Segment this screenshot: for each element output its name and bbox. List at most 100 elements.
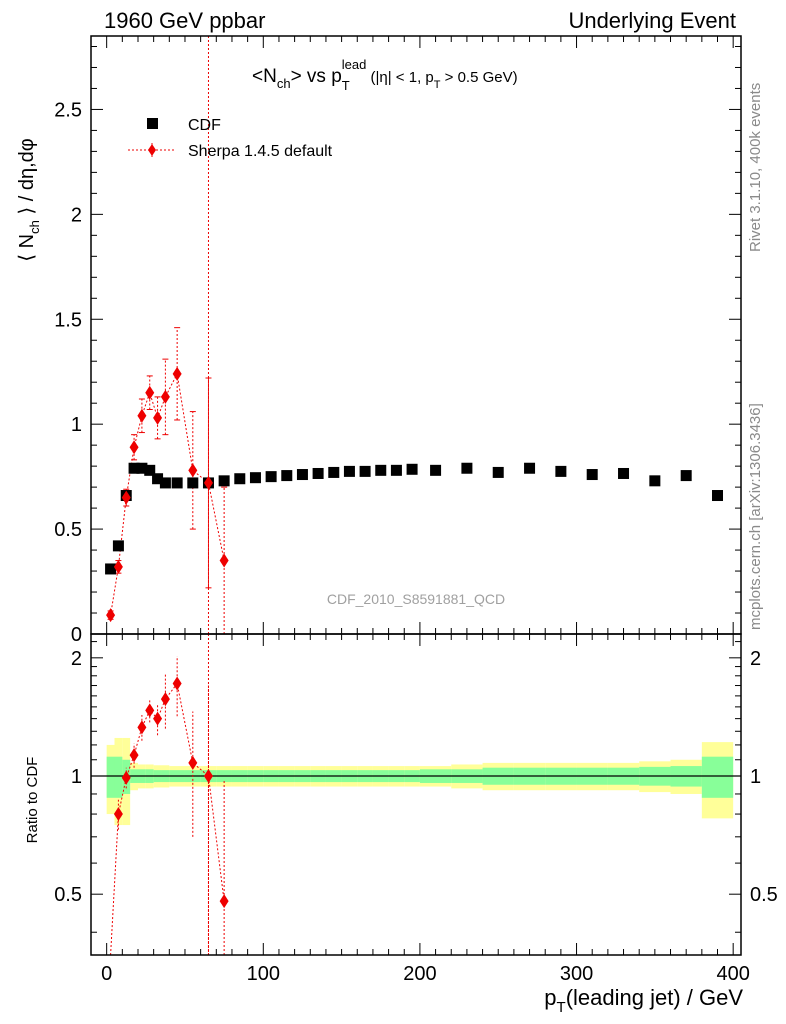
legend-sherpa-label: Sherpa 1.4.5 default xyxy=(188,143,333,160)
ratio-y-tick-label-left: 1 xyxy=(71,766,82,788)
cdf-point xyxy=(159,477,171,489)
cdf-point xyxy=(218,475,230,487)
y-tick-label: 2 xyxy=(71,204,82,226)
cdf-point xyxy=(234,473,246,485)
sherpa-ratio-point xyxy=(145,703,155,718)
y-tick-label: 2.5 xyxy=(54,99,82,121)
sherpa-point xyxy=(145,385,155,400)
cdf-point xyxy=(281,470,293,482)
sherpa-point xyxy=(203,475,213,490)
sherpa-point xyxy=(113,559,123,574)
title-lhs-sub: ch xyxy=(277,76,291,91)
xlabel-a: p xyxy=(544,985,556,1010)
title-cond-sub: T xyxy=(434,79,441,91)
cdf-point xyxy=(312,467,324,479)
x-tick-label: 100 xyxy=(247,963,280,985)
ratio-plot: 0 100 200 300 400 0.5 0.5 1 1 2 2 xyxy=(54,633,778,985)
ratio-y-tick-label-left: 0.5 xyxy=(54,884,82,906)
legend-sherpa-marker xyxy=(148,144,156,156)
rivet-label: Rivet 3.1.10, 400k events xyxy=(747,83,764,252)
cdf-point xyxy=(187,477,199,489)
sherpa-ratio-point xyxy=(188,755,198,770)
mcplots-label: mcplots.cern.ch [arXiv:1306.3436] xyxy=(747,403,764,630)
x-tick-label: 300 xyxy=(560,963,593,985)
legend-cdf-label: CDF xyxy=(188,117,221,134)
cdf-point xyxy=(171,477,183,489)
cdf-point xyxy=(136,462,148,474)
sherpa-point xyxy=(121,490,131,505)
cdf-point xyxy=(296,469,308,481)
cdf-point xyxy=(524,462,536,474)
cdf-point xyxy=(152,473,164,485)
cdf-point xyxy=(680,470,692,482)
watermark: CDF_2010_S8591881_QCD xyxy=(327,591,505,607)
cdf-point xyxy=(375,464,387,476)
cdf-point xyxy=(461,462,473,474)
x-tick-label: 200 xyxy=(403,963,436,985)
cdf-point xyxy=(265,471,277,483)
cdf-point xyxy=(128,462,140,474)
cdf-point xyxy=(112,540,124,552)
sherpa-point xyxy=(137,408,147,423)
header-left: 1960 GeV ppbar xyxy=(104,8,265,33)
title-cond1: (|η| < 1, p xyxy=(366,69,433,86)
ylabel-b: ⟩ / dη,dφ xyxy=(16,138,38,220)
ylabel-a: ⟨ N xyxy=(16,234,38,262)
cdf-point xyxy=(390,464,402,476)
ratio-y-axis-label: Ratio to CDF xyxy=(24,757,41,844)
cdf-point xyxy=(249,472,261,484)
ratio-y-tick-label-right: 2 xyxy=(750,648,761,670)
x-axis-label: pT(leading jet) / GeV xyxy=(544,985,743,1016)
y-tick-label: 1.5 xyxy=(54,309,82,331)
sherpa-ratio-point xyxy=(160,692,170,707)
sherpa-point xyxy=(129,440,139,455)
cdf-point xyxy=(586,469,598,481)
sherpa-point xyxy=(106,608,116,623)
chart-title: <Nch> vs pTlead (|η| < 1, pT > 0.5 GeV) xyxy=(252,57,518,93)
ratio-band-stat xyxy=(106,756,115,798)
cdf-point xyxy=(343,465,355,477)
title-mid-sub: T xyxy=(342,78,350,93)
cdf-point xyxy=(105,563,117,575)
ratio-band-stat xyxy=(701,756,734,798)
x-tick-label: 400 xyxy=(716,963,749,985)
ratio-y-tick-label-right: 0.5 xyxy=(750,884,778,906)
sherpa-ratio-point xyxy=(121,770,131,785)
title-cond2: > 0.5 GeV) xyxy=(440,69,517,86)
ratio-y-tick-label-left: 2 xyxy=(71,648,82,670)
ratio-y-tick-label-right: 1 xyxy=(750,766,761,788)
ylabel-sub: ch xyxy=(27,220,42,234)
sherpa-ratio-point xyxy=(129,748,139,763)
cdf-point xyxy=(406,463,418,475)
y-tick-label: 1 xyxy=(71,414,82,436)
legend: CDF Sherpa 1.4.5 default xyxy=(128,117,333,160)
x-tick-label: 0 xyxy=(101,963,112,985)
sherpa-ratio-point xyxy=(137,720,147,735)
sherpa-ratio-point xyxy=(153,711,163,726)
cdf-point xyxy=(555,465,567,477)
cdf-point xyxy=(492,466,504,478)
sherpa-ratio-point xyxy=(219,894,229,909)
legend-cdf-marker xyxy=(147,118,158,129)
xlabel-sub: T xyxy=(557,999,566,1016)
cdf-point xyxy=(712,490,724,502)
y-tick-label: 0 xyxy=(71,624,82,646)
cdf-point xyxy=(328,466,340,478)
cdf-point xyxy=(618,467,630,479)
sherpa-ratio-line xyxy=(110,682,225,956)
y-axis-label: ⟨ Nch ⟩ / dη,dφ xyxy=(16,138,42,262)
ratio-frame xyxy=(90,633,742,956)
sherpa-point xyxy=(153,410,163,425)
sherpa-ratio-point xyxy=(203,769,213,784)
xlabel-b: (leading jet) / GeV xyxy=(566,985,744,1010)
sherpa-ratio-point xyxy=(172,676,182,691)
cdf-point xyxy=(649,475,661,487)
title-lhs: <N xyxy=(252,66,277,87)
y-tick-label: 0.5 xyxy=(54,519,82,541)
cdf-point xyxy=(430,464,442,476)
title-mid-sup: lead xyxy=(342,57,367,72)
sherpa-point xyxy=(188,463,198,478)
title-mid: > vs p xyxy=(291,66,342,87)
sherpa-point xyxy=(219,553,229,568)
